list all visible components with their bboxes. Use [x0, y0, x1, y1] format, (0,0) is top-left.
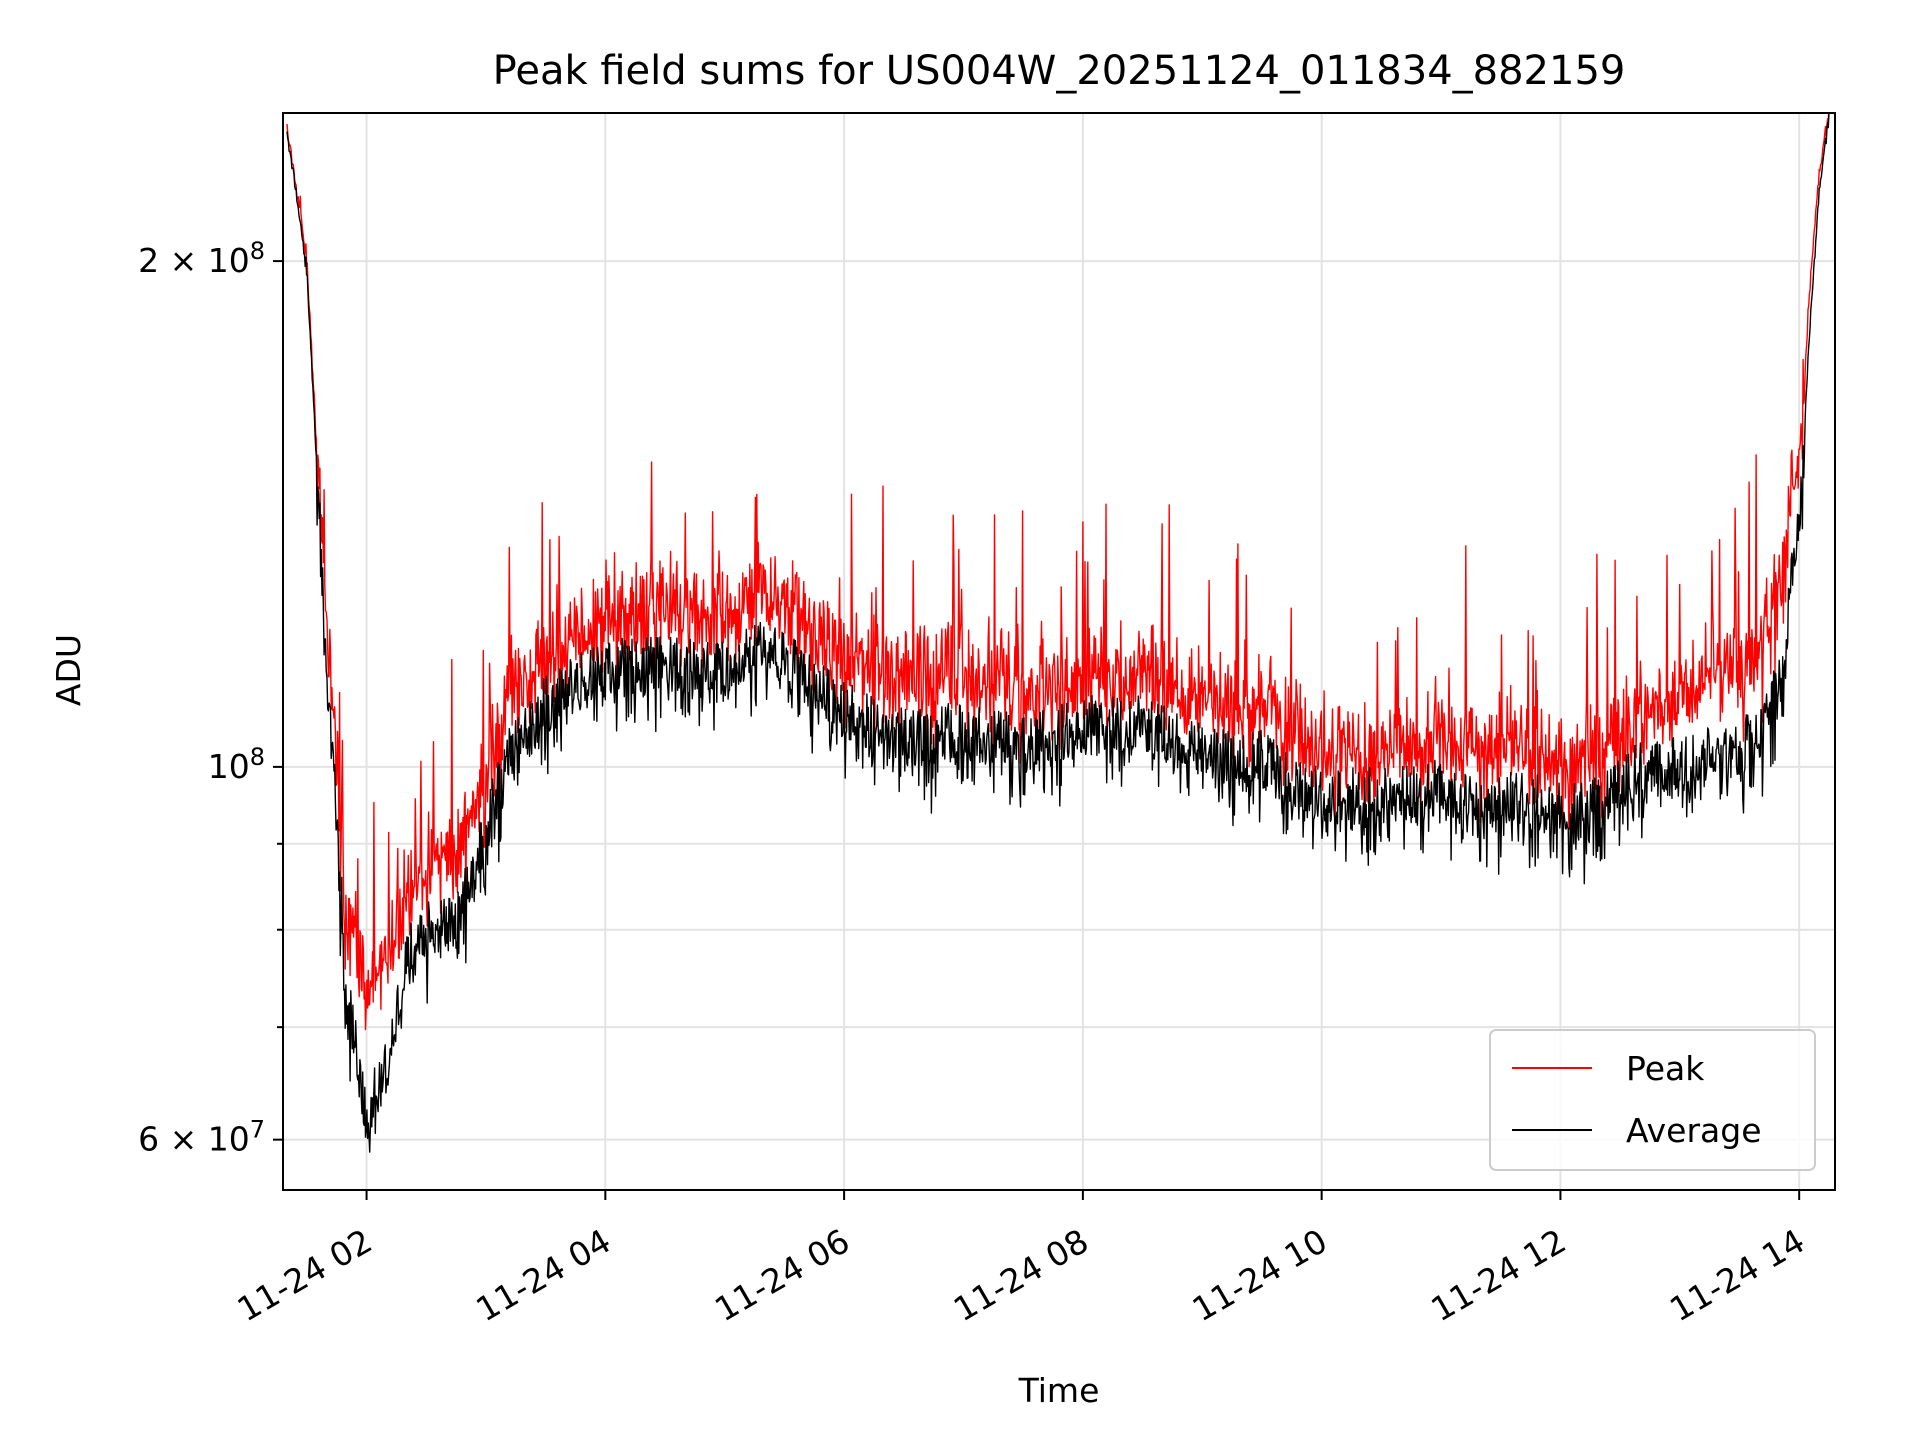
y-tick-label: 2 × 108: [138, 237, 265, 280]
y-axis: 6 × 107 108 2 × 108: [138, 237, 283, 1159]
y-axis-label: ADU: [49, 634, 88, 706]
y-tick-label: 108: [208, 743, 265, 786]
chart-title: Peak field sums for US004W_20251124_0118…: [493, 48, 1626, 94]
y-tick-label: 6 × 107: [138, 1116, 265, 1159]
legend: Peak Average: [1489, 1029, 1816, 1171]
series-line-peak: [286, 113, 1830, 1031]
x-axis-label: Time: [1018, 1371, 1100, 1410]
series-line-average: [286, 113, 1830, 1153]
legend-label-peak: Peak: [1626, 1049, 1705, 1088]
series-layer: [286, 113, 1830, 1153]
legend-label-average: Average: [1626, 1111, 1762, 1150]
legend-box: [1489, 1029, 1816, 1171]
axes-frame: [282, 112, 1836, 1191]
